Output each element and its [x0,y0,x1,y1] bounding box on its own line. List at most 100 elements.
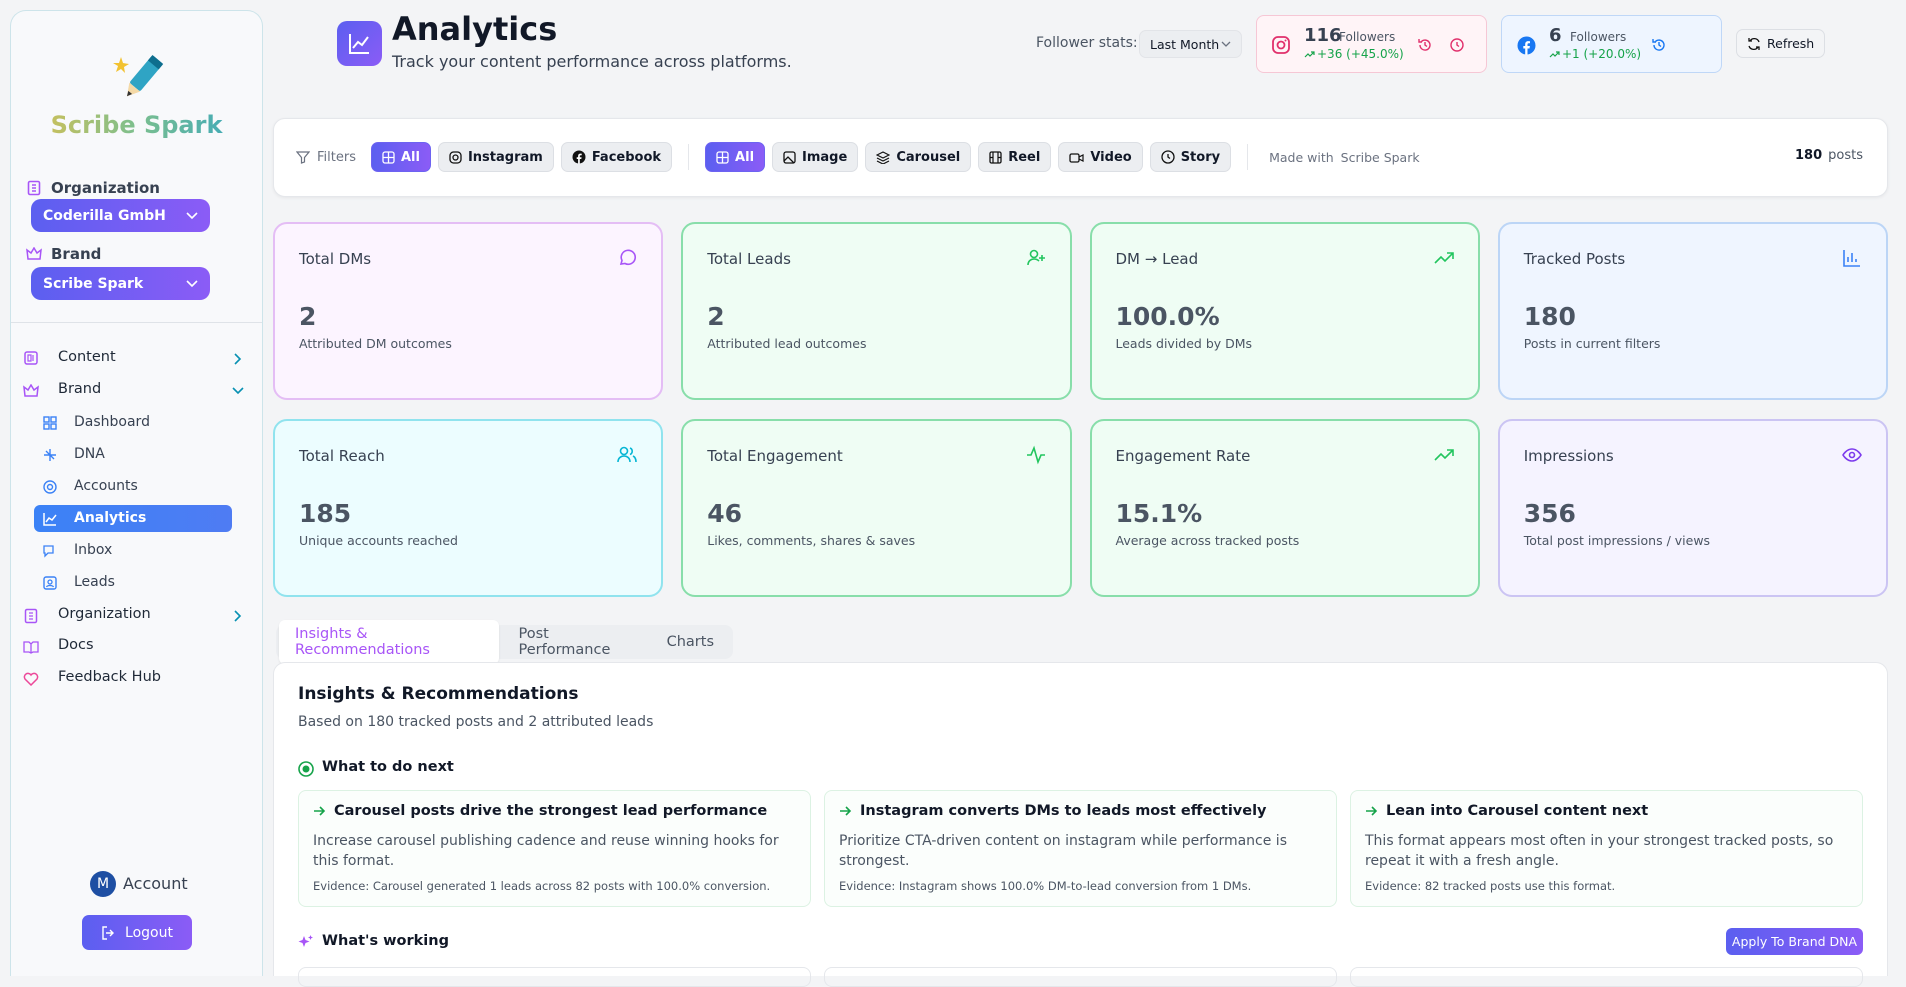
nav-subitem[interactable]: DNA [74,446,105,462]
history-icon[interactable] [1651,37,1667,53]
filters-bar: Filters All Instagram Facebook All Image… [273,118,1888,197]
period-value: Last Month [1150,36,1220,52]
platform-filter-button[interactable]: Instagram [437,142,554,172]
sidebar: Scribe Spark Organization Coderilla GmbH… [10,10,263,976]
account-link[interactable]: Account [123,874,188,893]
tabs: Insights & Recommendations Post Performa… [276,620,733,664]
stat-value: 2 [299,302,317,331]
type-filter-button[interactable]: Video [1058,142,1143,172]
next-title: What to do next [322,759,454,775]
history-icon[interactable] [1417,37,1433,53]
facebook-icon [572,150,586,164]
post-count-unit: posts [1828,148,1863,163]
page-title: Analytics [392,10,558,48]
facebook-follower-change: +1 (+20.0%) [1562,47,1642,61]
nav-item[interactable]: Feedback Hub [58,669,161,685]
nav-subitem[interactable]: Leads [74,574,115,590]
working-card [298,967,811,987]
nav-item[interactable]: Content [58,349,116,365]
refresh-button[interactable]: Refresh [1736,29,1826,58]
nav-subitem-active[interactable]: Analytics [74,510,147,526]
recommendation-heading: Carousel posts drive the strongest lead … [313,803,767,819]
type-filter-button[interactable]: Reel [978,142,1052,172]
tab-active[interactable]: Insights & Recommendations [279,620,499,664]
recommendation-title: Instagram converts DMs to leads most eff… [860,803,1267,819]
nav-item[interactable]: Docs [58,637,94,653]
nav-icon [44,449,56,461]
tab[interactable]: Charts [666,634,714,650]
recommendation-body: This format appears most often in your s… [1365,833,1834,869]
film-icon [989,150,1002,164]
made-with-label: Made with [1269,149,1334,165]
period-select[interactable]: Last Month [1139,30,1242,58]
stat-caption: Posts in current filters [1523,336,1661,351]
stat-title: Impressions [1523,447,1614,465]
grid-icon [382,150,395,164]
instagram-icon [1272,36,1290,54]
type-filter-button[interactable]: Story [1149,142,1232,172]
nav-subitem[interactable]: Inbox [74,542,113,558]
tab[interactable]: Post Performance [518,626,611,658]
stat-card: Engagement Rate 15.1% Average across track… [1089,419,1480,597]
type-filter-button[interactable]: Carousel [865,142,972,172]
facebook-icon [1517,36,1536,55]
stat-icon [1842,448,1862,462]
organization-label: Organization [51,179,160,197]
stat-value: 46 [707,499,743,528]
nav-item[interactable]: Organization [58,606,151,622]
type-filter-label: Story [1180,149,1221,165]
clock-icon[interactable] [1449,37,1465,53]
divider [688,144,690,170]
type-filter-button[interactable]: All [705,142,766,172]
trend-icon [1549,51,1560,58]
brand-select[interactable]: Scribe Spark [31,267,210,300]
chart-icon [349,34,369,54]
logout-button[interactable]: Logout [82,915,192,950]
filters-controls: Filters All Instagram Facebook All Image… [296,142,1420,172]
nav-icon [23,672,39,686]
working-card [1350,967,1863,987]
platform-filter-button[interactable]: All [370,142,431,172]
stat-icon [1434,252,1454,264]
apply-button[interactable]: Apply To Brand DNA [1726,928,1863,955]
recommendation-title: Carousel posts drive the strongest lead … [334,803,768,819]
nav-item[interactable]: Brand [58,381,102,397]
brand-label: Brand [51,245,102,263]
divider [11,322,262,323]
organization-select[interactable]: Coderilla GmbH [31,199,210,232]
insights-title: Insights & Recommendations [298,684,579,704]
stat-value: 2 [707,302,725,331]
insights-panel: Insights & Recommendations Based on 180 … [273,662,1888,987]
platform-filter-button[interactable]: Facebook [560,142,673,172]
image-icon [783,150,796,164]
nav-subitem[interactable]: Accounts [74,478,138,494]
avatar[interactable]: M [90,871,116,897]
stat-card: Total Reach 185 Unique accounts reached [273,419,664,597]
stat-icon [620,249,637,266]
recommendation-card: Instagram converts DMs to leads most eff… [824,790,1337,907]
stat-value: 356 [1523,499,1576,528]
stat-caption: Attributed lead outcomes [707,336,867,351]
chevron [186,279,198,287]
nav-subitem[interactable]: Dashboard [74,414,150,430]
brand-icon [26,247,42,260]
instagram-follower-change: +36 (+45.0%) [1317,47,1404,61]
type-filter-button[interactable]: Image [772,142,859,172]
stats-grid: Total DMs 2 Attributed DM outcomes Total L… [273,222,1888,597]
stat-card: Impressions 356 Total post impressions / v… [1497,419,1888,597]
arrow-icon [314,806,326,816]
stat-value: 100.0% [1115,302,1220,331]
type-filter-label: All [735,149,755,165]
instagram-icon [449,150,462,164]
recommendation-heading: Lean into Carousel content next [1365,803,1648,819]
nav-icon [43,513,57,526]
working-card [824,967,1337,987]
stat-title: Total Leads [707,250,791,268]
recommendation-evidence: Evidence: Carousel generated 1 leads acr… [313,879,771,893]
platform-filter-label: All [400,149,420,165]
working-title: What's working [322,933,449,949]
filters-label: Filters [317,149,356,165]
header-icon [337,21,382,66]
stat-title: DM → Lead [1115,250,1199,268]
chevron-down [232,387,244,395]
